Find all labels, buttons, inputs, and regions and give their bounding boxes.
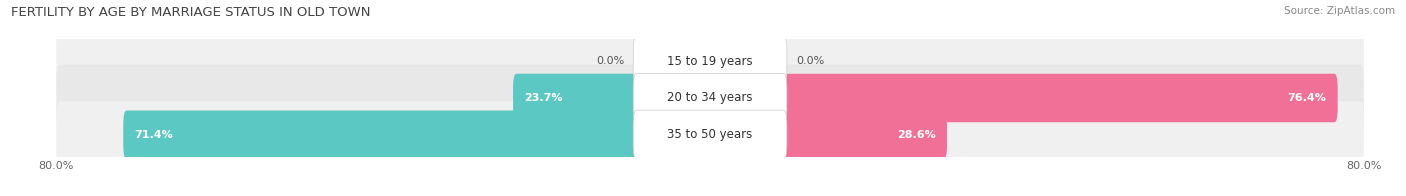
Text: 0.0%: 0.0% bbox=[596, 56, 624, 66]
Text: 35 to 50 years: 35 to 50 years bbox=[668, 128, 752, 141]
FancyBboxPatch shape bbox=[56, 64, 1364, 132]
Text: 76.4%: 76.4% bbox=[1288, 93, 1326, 103]
FancyBboxPatch shape bbox=[56, 28, 1364, 95]
FancyBboxPatch shape bbox=[56, 101, 1364, 168]
FancyBboxPatch shape bbox=[513, 74, 640, 122]
Text: 23.7%: 23.7% bbox=[524, 93, 562, 103]
Text: 20 to 34 years: 20 to 34 years bbox=[668, 92, 752, 104]
Text: 0.0%: 0.0% bbox=[796, 56, 824, 66]
FancyBboxPatch shape bbox=[780, 74, 1337, 122]
FancyBboxPatch shape bbox=[633, 73, 787, 123]
Text: 71.4%: 71.4% bbox=[135, 130, 173, 140]
Text: 28.6%: 28.6% bbox=[897, 130, 935, 140]
Text: FERTILITY BY AGE BY MARRIAGE STATUS IN OLD TOWN: FERTILITY BY AGE BY MARRIAGE STATUS IN O… bbox=[11, 6, 371, 19]
Text: 15 to 19 years: 15 to 19 years bbox=[668, 55, 752, 68]
FancyBboxPatch shape bbox=[124, 111, 640, 159]
Text: Source: ZipAtlas.com: Source: ZipAtlas.com bbox=[1284, 6, 1395, 16]
FancyBboxPatch shape bbox=[633, 37, 787, 86]
FancyBboxPatch shape bbox=[780, 111, 948, 159]
FancyBboxPatch shape bbox=[633, 110, 787, 159]
